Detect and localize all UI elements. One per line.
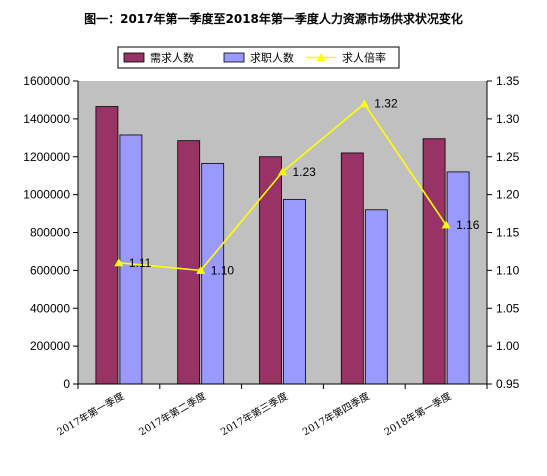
right-tick-label-4: 1.15: [496, 226, 520, 240]
right-tick-label-2: 1.05: [496, 301, 520, 315]
right-tick-label-8: 1.35: [496, 74, 520, 88]
ratio-data-label-1: 1.11: [129, 256, 152, 270]
legend: 需求人数 求职人数 求人倍率: [117, 46, 400, 69]
bar-group: [95, 106, 470, 385]
ratio-marker-3: [278, 167, 287, 176]
left-tick-label-5: 1000000: [23, 188, 70, 202]
legend-swatch-1: [123, 52, 145, 63]
chart-title: 图一：2017年第一季度至2018年第一季度人力资源市场供求状况变化: [84, 12, 463, 26]
right-tick-label-0: 0.95: [496, 377, 520, 391]
bar-demand-3: [259, 156, 282, 385]
legend-label-1: 需求人数: [150, 52, 194, 65]
legend-box: [117, 46, 400, 69]
left-tick-label-3: 600000: [30, 263, 70, 277]
line-group: 1.11 1.10 1.23 1.32 1.16: [114, 97, 480, 277]
left-tick-label-0: 0: [63, 377, 70, 391]
x-category-label-5: 2018年第一季度: [382, 389, 454, 438]
x-category-label-1: 2017年第一季度: [55, 389, 127, 438]
ratio-data-label-3: 1.23: [293, 165, 317, 179]
plot-area: [78, 81, 487, 384]
left-tick-label-6: 1200000: [23, 150, 70, 164]
legend-marker-3: [316, 53, 326, 61]
left-tick-label-4: 800000: [30, 226, 70, 240]
left-tick-label-1: 200000: [30, 339, 70, 353]
left-tick-label-2: 400000: [30, 301, 70, 315]
ratio-data-label-2: 1.10: [211, 263, 235, 277]
bar-applicants-5: [446, 171, 470, 385]
right-tick-label-6: 1.25: [496, 150, 520, 164]
left-tick-label-8: 1600000: [23, 74, 70, 88]
legend-label-2: 求职人数: [250, 52, 294, 65]
right-tick-label-3: 1.10: [496, 263, 520, 277]
ratio-marker-2: [196, 265, 206, 274]
bar-applicants-4: [364, 209, 388, 385]
right-tick-label-1: 1.00: [496, 339, 520, 353]
x-category-label-4: 2017年第四季度: [300, 389, 372, 438]
bar-applicants-3: [283, 198, 306, 385]
bar-demand-5: [422, 138, 446, 385]
legend-swatch-2: [223, 52, 245, 63]
bar-demand-1: [95, 106, 119, 385]
x-category-label-2: 2017年第二季度: [136, 389, 208, 438]
bar-demand-2: [177, 140, 201, 385]
ratio-marker-1: [114, 258, 124, 267]
bar-demand-4: [340, 152, 364, 385]
ratio-marker-5: [441, 220, 451, 229]
ratio-marker-4: [359, 99, 369, 108]
ratio-data-label-4: 1.32: [374, 97, 398, 111]
right-tick-label-7: 1.30: [496, 112, 520, 126]
ratio-data-label-5: 1.16: [456, 218, 480, 232]
legend-label-3: 求人倍率: [342, 51, 386, 65]
x-category-label-3: 2017年第三季度: [218, 389, 290, 438]
right-tick-label-5: 1.20: [496, 188, 520, 202]
left-tick-label-7: 1400000: [23, 112, 70, 126]
